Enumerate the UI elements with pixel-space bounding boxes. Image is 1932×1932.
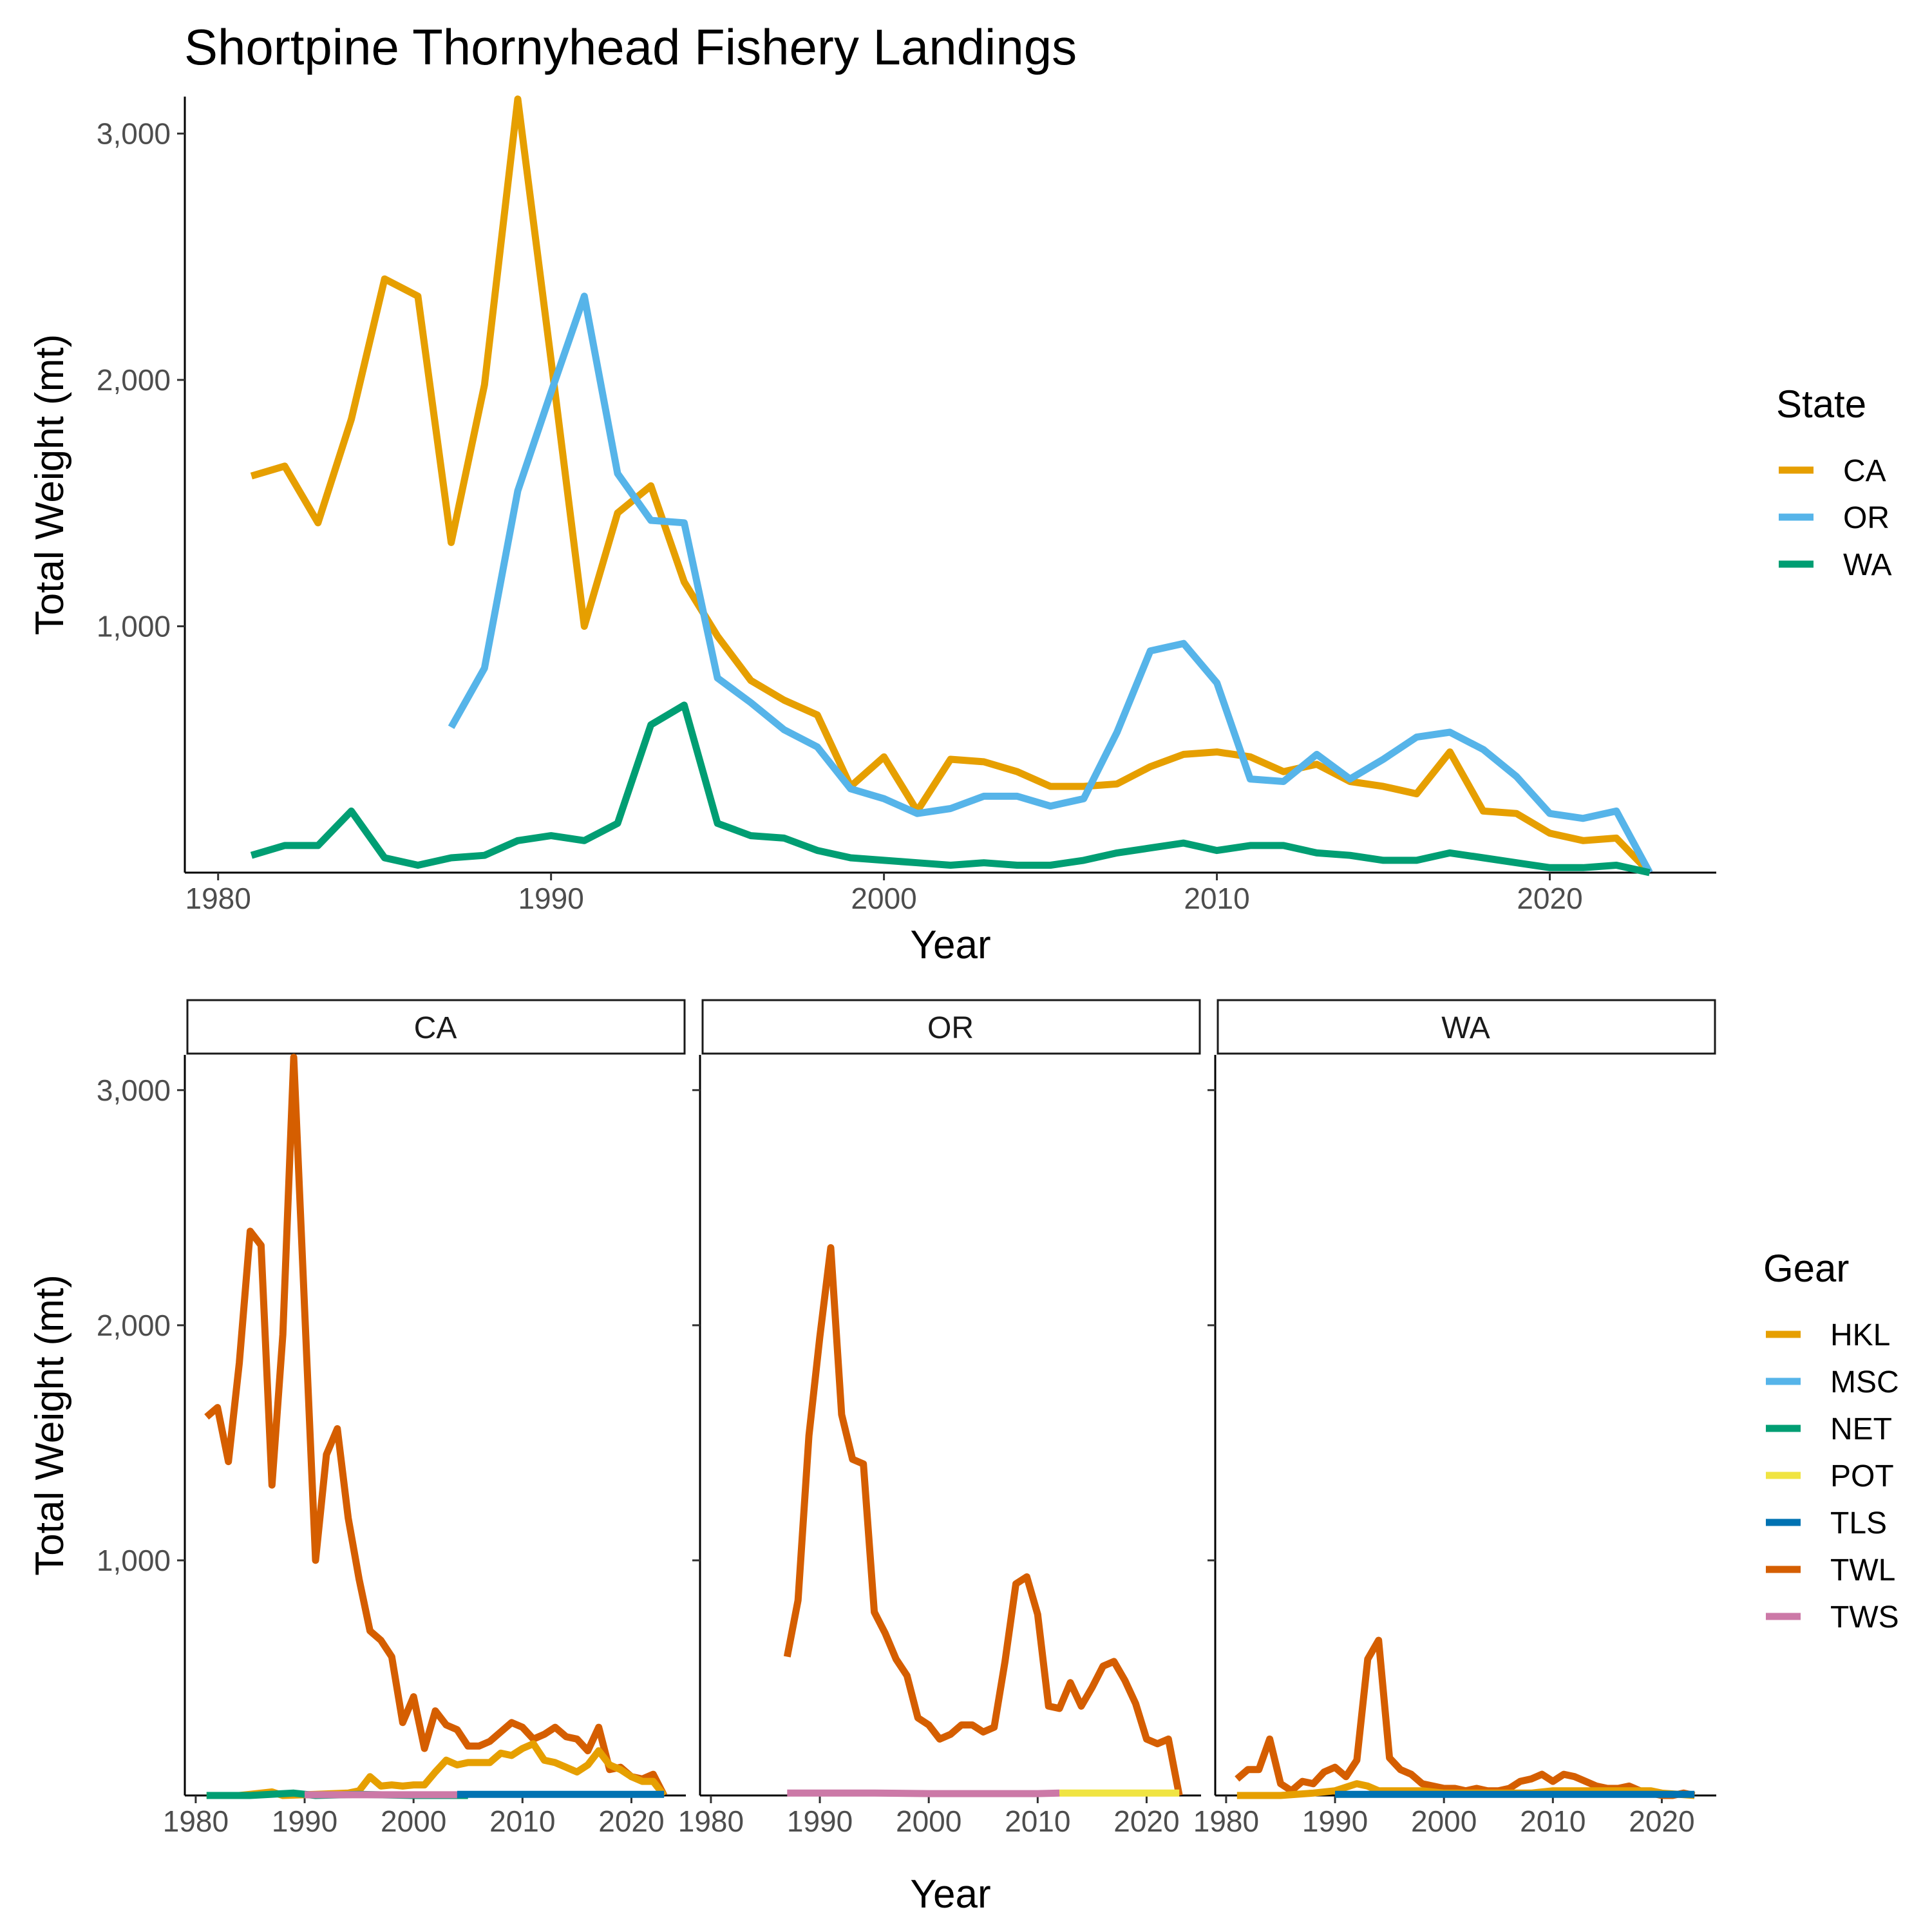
- y-axis-title: Total Weight (mt): [28, 334, 72, 635]
- x-tick-label: 1990: [272, 1804, 337, 1838]
- legend-label: WA: [1843, 548, 1892, 582]
- x-tick-label: 2010: [1005, 1804, 1070, 1838]
- legend-label: TLS: [1830, 1506, 1887, 1540]
- x-tick-label: 2020: [1113, 1804, 1179, 1838]
- series-line-hkl: [206, 1740, 667, 1799]
- x-tick-label: 1980: [163, 1804, 229, 1838]
- facet-strip: [701, 999, 1201, 1055]
- legend-label: MSC: [1830, 1365, 1899, 1399]
- x-tick-label: 1980: [185, 882, 251, 915]
- facet-strip: [1217, 999, 1716, 1055]
- series-line-ca: [250, 95, 1653, 875]
- legend-label: OR: [1843, 501, 1889, 535]
- facet-strip-label: CA: [414, 1011, 457, 1045]
- legend-label: POT: [1830, 1459, 1894, 1493]
- legend-title: Gear: [1763, 1247, 1849, 1290]
- facet-strip: [186, 999, 686, 1055]
- legend-label: NET: [1830, 1412, 1892, 1446]
- x-tick-label: 2020: [598, 1804, 664, 1838]
- x-tick-label: 1980: [1193, 1804, 1259, 1838]
- y-tick-label: 3,000: [97, 117, 171, 150]
- legend-label: TWS: [1830, 1600, 1899, 1634]
- x-axis-title: Year: [910, 1872, 990, 1917]
- y-tick-label: 1,000: [97, 1544, 171, 1577]
- state-legend: State CA OR WA: [1776, 383, 1892, 582]
- series-line-twl: [1235, 1636, 1696, 1799]
- series-line-wa: [250, 701, 1651, 876]
- legend-label: TWL: [1830, 1553, 1895, 1587]
- x-tick-label: 2010: [1520, 1804, 1586, 1838]
- x-tick-label: 1990: [518, 882, 583, 915]
- facet-strip-label: OR: [927, 1011, 974, 1045]
- legend-label: HKL: [1830, 1318, 1890, 1352]
- x-axis-title: Year: [910, 923, 990, 967]
- y-tick-label: 2,000: [97, 1309, 171, 1342]
- x-tick-label: 2010: [489, 1804, 555, 1838]
- facet-or: OR 1980 1990 2000 2010 2020: [678, 999, 1201, 1838]
- series-line-twl: [204, 1054, 668, 1797]
- x-tick-label: 1990: [787, 1804, 853, 1838]
- y-tick-label: 1,000: [97, 609, 171, 643]
- y-axis-title: Total Weight (mt): [28, 1274, 72, 1575]
- x-tick-label: 2010: [1184, 882, 1249, 915]
- x-tick-label: 1980: [678, 1804, 744, 1838]
- facet-wa: WA 1980 1990 2000 2010 2020: [1193, 999, 1716, 1838]
- x-tick-label: 2020: [1517, 882, 1582, 915]
- x-tick-label: 1990: [1302, 1804, 1368, 1838]
- x-tick-label: 2000: [851, 882, 916, 915]
- facet-ca: CA 1980 1990 2000 2010 2020 1,000 2,000 3,000: [97, 999, 686, 1838]
- series-line-or: [448, 292, 1653, 875]
- legend-label: CA: [1843, 454, 1886, 488]
- x-tick-label: 2000: [1411, 1804, 1477, 1838]
- bottom-panel: CA 1980 1990 2000 2010 2020 1,000 2,000 3,000 OR 1…: [28, 999, 1716, 1917]
- series-line-twl: [783, 1244, 1183, 1797]
- gear-legend: Gear HKL MSC NET POT TLS TWL TWS: [1763, 1247, 1899, 1634]
- x-tick-label: 2000: [896, 1804, 961, 1838]
- top-panel: 1980 1990 2000 2010 2020 1,000 2,000 3,000 Year T…: [28, 95, 1716, 967]
- x-tick-label: 2020: [1629, 1804, 1694, 1838]
- legend-title: State: [1776, 383, 1866, 426]
- facet-strip-label: WA: [1441, 1011, 1490, 1045]
- y-tick-label: 3,000: [97, 1074, 171, 1107]
- series-line-tws: [787, 1789, 1060, 1797]
- y-tick-label: 2,000: [97, 363, 171, 397]
- x-tick-label: 2000: [381, 1804, 446, 1838]
- plot-title: Shortpine Thornyhead Fishery Landings: [184, 19, 1077, 75]
